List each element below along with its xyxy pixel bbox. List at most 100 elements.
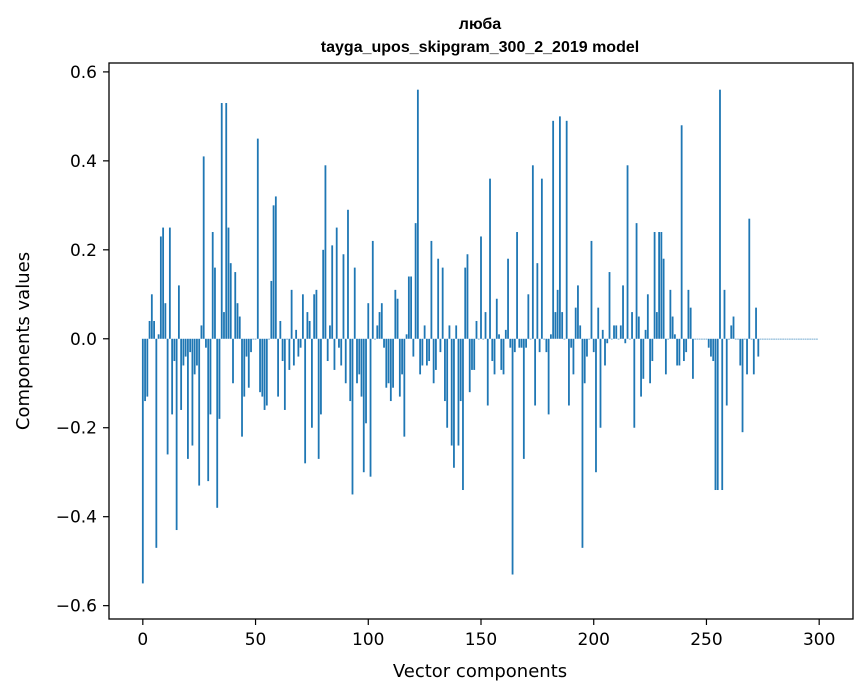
bar (338, 338, 340, 348)
bar (380, 303, 383, 339)
bar (144, 338, 146, 402)
bar (764, 338, 766, 340)
bar (396, 298, 399, 339)
bar (471, 338, 473, 370)
bar (683, 338, 685, 362)
bar (189, 338, 192, 353)
bar (254, 338, 257, 340)
bar (157, 334, 160, 339)
bar (554, 312, 557, 339)
bar (779, 338, 782, 340)
bar (473, 338, 476, 370)
bar (777, 338, 780, 340)
bar (561, 312, 564, 339)
bar (811, 338, 814, 340)
bar (261, 338, 264, 397)
bar (256, 138, 259, 339)
bar (353, 267, 356, 339)
bar (581, 338, 584, 548)
bar (698, 338, 701, 340)
bar (619, 325, 622, 339)
bar (383, 338, 385, 348)
bar (786, 338, 789, 340)
bar (592, 338, 595, 353)
bar (299, 338, 302, 348)
bar (362, 338, 365, 473)
bar (421, 338, 424, 366)
bar (437, 258, 440, 339)
bar (148, 320, 151, 339)
bar (416, 89, 419, 339)
bar (588, 338, 591, 340)
bar (392, 338, 394, 388)
bar (229, 263, 232, 339)
bar (511, 338, 514, 575)
bar (687, 289, 690, 339)
bar (721, 338, 724, 491)
bar (351, 338, 354, 495)
bar (628, 338, 631, 340)
bar (464, 267, 467, 339)
bar (272, 205, 275, 339)
bar (153, 320, 155, 339)
bar (356, 338, 358, 384)
bar (407, 276, 410, 339)
bar (398, 338, 401, 397)
bar (802, 338, 805, 340)
bar (333, 338, 336, 370)
bar (457, 338, 460, 446)
bar (610, 338, 613, 340)
x-tick-label: 50 (245, 630, 267, 650)
x-tick-label: 150 (465, 630, 497, 650)
bar (326, 338, 329, 362)
bar (768, 338, 771, 340)
bar (196, 338, 198, 366)
bar (804, 338, 807, 340)
bar (493, 338, 496, 375)
y-tick-label: −0.6 (56, 597, 97, 617)
bar (236, 303, 239, 339)
bar (513, 338, 516, 353)
bar (414, 223, 417, 339)
bar (202, 156, 205, 339)
bar (466, 254, 469, 339)
bar (311, 338, 313, 428)
bar (586, 338, 588, 357)
x-tick-label: 200 (578, 630, 610, 650)
bar (549, 334, 552, 339)
bar (371, 240, 374, 339)
bar (283, 338, 286, 410)
bar (773, 338, 775, 340)
bar (649, 338, 651, 384)
y-tick-label: −0.2 (56, 419, 97, 439)
bar (604, 338, 606, 366)
bar (173, 338, 176, 362)
x-tick-label: 100 (352, 630, 384, 650)
bar (369, 338, 372, 477)
bar (207, 338, 210, 482)
bar (595, 338, 597, 473)
bar (662, 258, 665, 339)
bar (565, 120, 568, 339)
bar (671, 316, 674, 339)
bar (164, 303, 167, 339)
bar (146, 338, 149, 397)
bar (640, 338, 642, 397)
bar (676, 338, 679, 366)
bar (216, 338, 219, 508)
bar (529, 338, 532, 340)
bar (705, 338, 708, 340)
bar (574, 307, 577, 339)
bar (730, 325, 733, 339)
bar (563, 338, 566, 340)
bar (444, 338, 446, 402)
bar (252, 338, 255, 340)
bar (719, 89, 721, 339)
bar (175, 338, 178, 531)
bar (191, 338, 194, 446)
bar (766, 338, 769, 340)
bar (378, 312, 381, 339)
y-tick-label: 0.0 (70, 330, 97, 350)
bar (579, 325, 582, 339)
